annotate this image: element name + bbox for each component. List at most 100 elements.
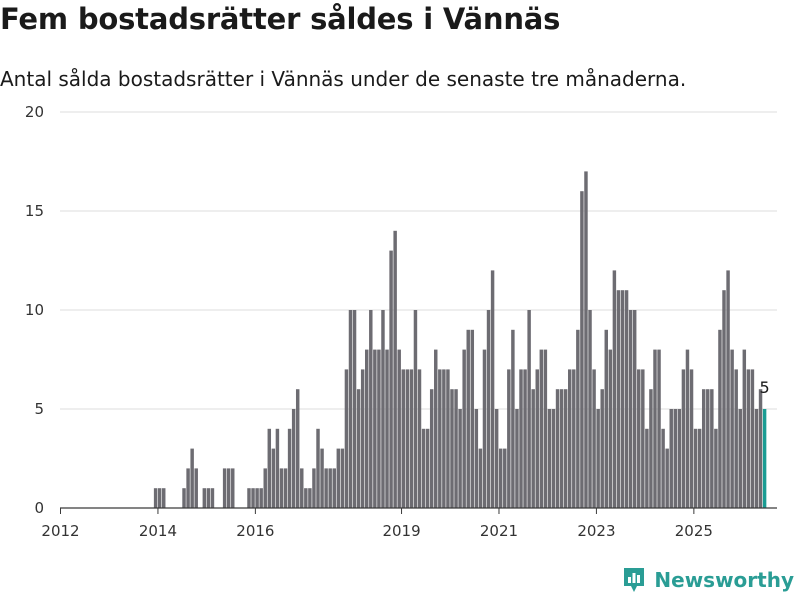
x-tick-label: 2014 [139,522,177,540]
annotations: 5 [760,378,770,397]
bar-2017-12 [348,310,353,508]
bar-2020-08 [478,448,483,508]
bar-2019-11 [442,369,446,508]
bar-2020-03 [458,409,462,508]
bar-2021-11 [539,349,544,508]
bar-2019-06 [421,428,426,508]
gridlines [60,111,777,410]
bar-2016-05 [271,448,276,508]
bar-2025-02 [697,428,702,508]
bar-2014-07 [182,488,186,508]
bar-2021-07 [523,369,527,508]
y-axis-labels: 0 5 10 15 20 [25,103,44,517]
bar-2018-01 [352,310,357,508]
bar-2023-09 [628,310,633,508]
y-tick-label: 15 [25,202,44,220]
bar-2016-09 [287,428,292,508]
bar-2017-11 [344,369,349,508]
bar-2023-01 [596,409,600,508]
bar-2015-12 [251,488,255,508]
bar-2020-12 [494,409,499,508]
bar-2017-05 [320,448,324,508]
bar-2023-03 [604,329,608,508]
bar-2023-06 [616,290,621,508]
bar-2025-06 [714,428,718,508]
bar-2021-05 [515,409,519,508]
y-tick-label: 0 [34,499,44,517]
bar-2019-04 [413,310,418,508]
bar-2022-06 [568,369,572,508]
bar-2019-10 [438,369,442,508]
bar-2015-01 [206,488,211,508]
bar-2017-09 [336,448,341,508]
bar-2025-03 [701,389,706,508]
bar-2023-04 [608,349,613,508]
bar-2024-06 [665,448,669,508]
bar-2024-09 [677,409,682,508]
bar-2023-07 [620,290,625,508]
bar-2016-10 [291,409,296,508]
bar-2019-02 [405,369,410,508]
bar-2024-05 [661,428,665,508]
bar-2023-12 [641,369,645,508]
x-tick-label: 2025 [675,522,713,540]
bar-2017-08 [332,468,336,508]
bar-2022-02 [551,409,556,508]
bar-2014-01 [157,488,162,508]
bar-2022-12 [592,369,596,508]
bar-2019-03 [409,369,414,508]
bar-2014-10 [194,468,198,508]
bar-2018-04 [365,349,369,508]
bar-2022-03 [555,389,560,508]
bar-2021-02 [503,448,507,508]
y-tick-label: 5 [34,400,44,418]
x-axis-labels: 2012 2014 2016 2019 2021 2023 2025 [41,508,713,540]
bar-2020-10 [486,310,491,508]
bar-2020-01 [450,389,454,508]
bar-2022-05 [563,389,568,508]
bar-2018-11 [393,230,397,509]
bar-2021-09 [531,389,535,508]
bar-2021-01 [498,448,503,508]
bar-2020-05 [466,329,470,508]
bar-2022-01 [547,409,552,508]
bar-2022-07 [572,369,576,508]
x-tick-label: 2012 [41,522,79,540]
x-tick-label: 2023 [577,522,615,540]
bar-undefined [746,369,751,508]
bar-2014-09 [190,448,194,508]
bar-2019-08 [429,389,434,508]
bar-2024-04 [657,349,661,508]
bar-2021-03 [507,369,511,508]
bar-2017-04 [316,428,320,508]
bar-2014-08 [186,468,190,508]
bar-2018-12 [397,349,401,508]
bar-undefined [734,369,738,508]
bar-2025-05 [710,389,714,508]
bar-2022-09 [580,191,584,508]
bar-2018-02 [356,389,361,508]
bar-2021-06 [519,369,523,508]
bar-undefined [762,409,767,508]
chart-subtitle: Antal sålda bostadsrätter i Vännäs under… [0,67,687,91]
bar-2024-07 [669,409,673,508]
bar-2016-03 [263,468,267,508]
bar-2024-02 [649,389,653,508]
bar-2020-09 [482,349,487,508]
bar-2015-07 [231,468,235,508]
bar-2019-01 [401,369,405,508]
bar-2016-04 [267,428,272,508]
bar-2022-08 [576,329,580,508]
bar-2022-10 [584,171,588,508]
bar-2020-04 [462,349,466,508]
bar-2021-08 [527,310,531,508]
bar-undefined [726,270,730,508]
bar-2025-01 [693,428,698,508]
bar-2016-12 [300,468,304,508]
bar-2019-05 [417,369,422,508]
x-tick-label: 2019 [382,522,420,540]
newsworthy-logo: Newsworthy [622,566,794,594]
bar-2023-02 [600,389,604,508]
bar-2020-07 [474,409,479,508]
